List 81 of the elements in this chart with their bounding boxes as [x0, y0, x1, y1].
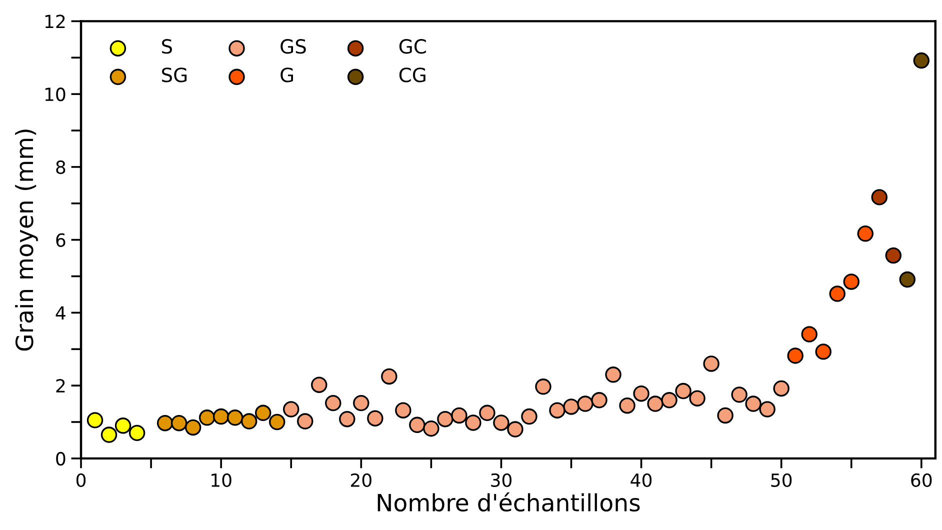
legend-label: GS: [280, 39, 306, 54]
point: [395, 402, 412, 418]
legend-label: GC: [399, 39, 426, 54]
legend-label: CG: [399, 68, 426, 82]
point: [479, 404, 496, 422]
point: [451, 407, 468, 424]
point: [521, 408, 538, 425]
point: [661, 392, 678, 408]
legend-label: SG: [162, 68, 187, 82]
x-tick-label: 50: [771, 473, 792, 488]
point: [801, 326, 818, 342]
x-tick-label: 10: [212, 473, 232, 488]
point: [577, 396, 594, 412]
point: [675, 382, 692, 400]
point: [549, 402, 566, 418]
point: [703, 356, 720, 372]
point: [268, 414, 286, 430]
y-axis-title: Grain moyen (mm): [15, 130, 38, 351]
point: [367, 410, 384, 426]
point: [759, 401, 776, 418]
point: [198, 410, 216, 426]
point: [212, 408, 230, 425]
y-tick-label: 4: [56, 306, 66, 320]
point: [423, 420, 440, 437]
y-tick-label: 8: [56, 160, 66, 174]
point: [647, 396, 664, 412]
point: [409, 416, 426, 434]
point: [296, 413, 314, 430]
y-tick-label: 2: [56, 379, 65, 392]
point: [815, 344, 832, 360]
point: [128, 424, 146, 442]
point: [311, 376, 328, 393]
point: [605, 366, 622, 383]
point: [184, 419, 202, 436]
legend-label: G: [280, 68, 294, 82]
point: [282, 401, 300, 418]
x-tick-label: 60: [911, 473, 932, 488]
point: [689, 390, 706, 406]
point: [717, 407, 734, 424]
point: [254, 404, 272, 422]
y-tick-label: 6: [56, 233, 66, 247]
x-tick-label: 40: [630, 473, 652, 488]
point: [437, 410, 454, 428]
x-tick-label: 20: [350, 473, 372, 488]
point: [843, 274, 860, 290]
x-tick-label: 0: [76, 473, 86, 488]
point: [353, 394, 370, 412]
point: [857, 226, 874, 242]
x-axis-title: Nombre d'échantillons: [378, 492, 640, 512]
point: [381, 368, 398, 385]
point: [745, 396, 762, 412]
point: [535, 378, 552, 395]
y-tick-label: 0: [56, 452, 66, 466]
point: [633, 385, 650, 402]
point: [899, 271, 916, 288]
point: [591, 392, 608, 408]
point: [619, 397, 636, 414]
point: [773, 380, 790, 397]
point: [731, 386, 748, 403]
y-tick-label: 10: [45, 88, 66, 102]
point: [339, 410, 356, 428]
x-tick-label: 30: [491, 473, 512, 488]
point: [240, 413, 258, 430]
point: [156, 414, 174, 432]
point: [787, 348, 804, 364]
point: [325, 394, 342, 412]
point: [871, 189, 888, 206]
point: [885, 247, 902, 264]
point: [114, 418, 132, 434]
point: [913, 52, 930, 69]
point: [170, 414, 188, 432]
point: [226, 410, 244, 426]
point: [100, 426, 118, 443]
point: [86, 412, 104, 428]
point: [465, 414, 482, 431]
legend-label: S: [162, 39, 172, 54]
y-tick-label: 12: [45, 14, 65, 28]
point: [829, 286, 846, 302]
point: [507, 421, 524, 438]
point: [563, 398, 580, 415]
point: [493, 414, 510, 431]
